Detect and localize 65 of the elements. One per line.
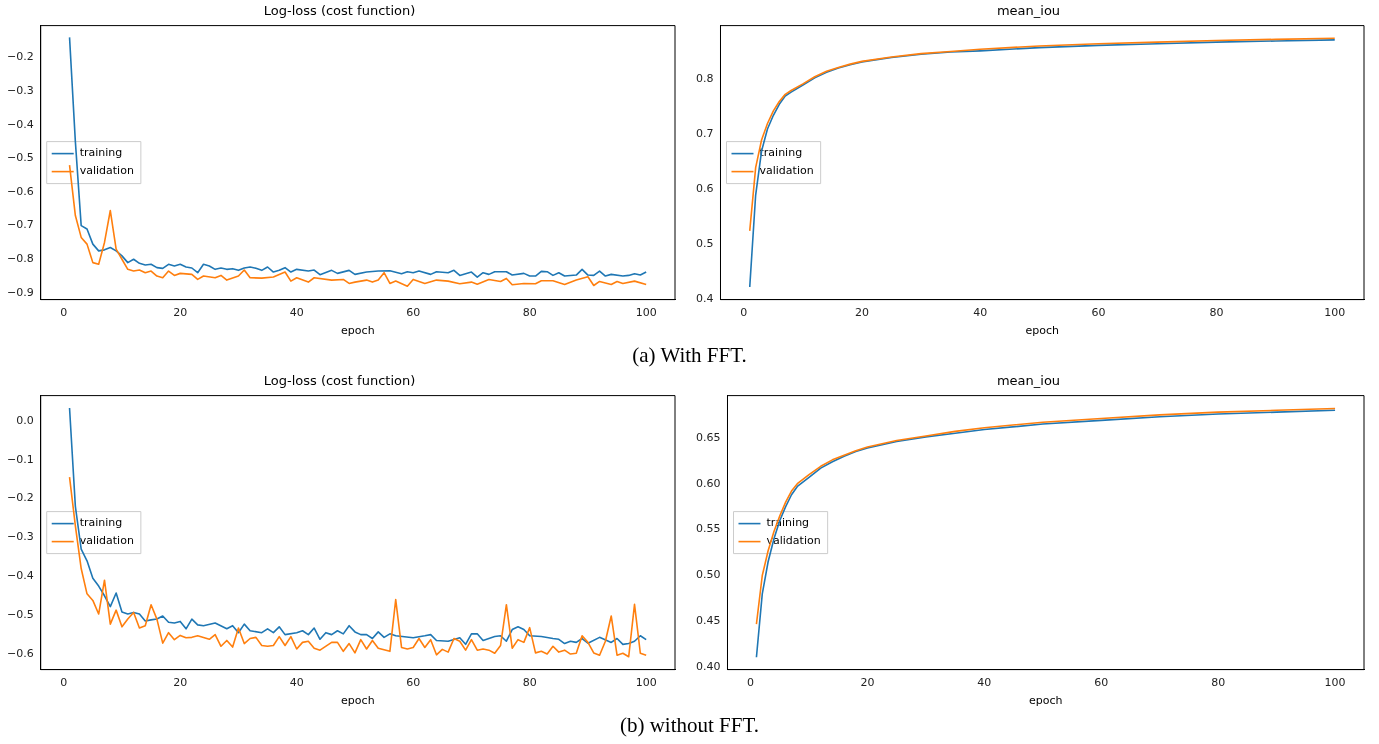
chart-title: mean_iou — [996, 373, 1061, 389]
legend-label: validation — [79, 534, 134, 548]
x-tick-label: 60 — [1094, 676, 1109, 690]
y-tick-label: −0.9 — [6, 285, 34, 299]
y-tick-label: −0.2 — [6, 491, 34, 505]
y-tick-label: −0.7 — [6, 218, 34, 232]
y-tick-label: 0.60 — [695, 476, 721, 490]
y-tick-label: 0.0 — [16, 413, 34, 427]
y-tick-label: 0.8 — [695, 72, 714, 86]
y-tick-label: −0.5 — [6, 608, 34, 622]
text: (a) With FFT. — [631, 342, 748, 369]
y-tick-label: 0.40 — [695, 660, 721, 674]
x-tick-label: 80 — [522, 306, 537, 320]
x-tick-label: 80 — [1209, 306, 1224, 320]
chart-title: mean_iou — [996, 3, 1061, 19]
legend-label: validation — [759, 164, 814, 178]
y-tick-label: −0.8 — [6, 252, 34, 266]
x-tick-label: 40 — [977, 676, 992, 690]
y-tick-label: 0.7 — [695, 127, 714, 141]
y-tick-label: −0.6 — [6, 646, 34, 660]
y-tick-label: −0.6 — [6, 184, 34, 198]
x-axis-title: epoch — [341, 694, 375, 708]
x-tick-label: 100 — [635, 306, 657, 320]
x-tick-label: 80 — [522, 676, 537, 690]
x-tick-label: 100 — [1324, 306, 1346, 320]
y-tick-label: 0.50 — [695, 568, 721, 582]
x-tick-label: 0 — [740, 306, 748, 320]
x-tick-label: 0 — [60, 306, 68, 320]
x-tick-label: 40 — [973, 306, 988, 320]
chart-title: Log-loss (cost function) — [263, 3, 416, 19]
y-tick-label: 0.45 — [695, 614, 721, 628]
x-tick-label: 60 — [1091, 306, 1106, 320]
x-tick-label: 80 — [1211, 676, 1226, 690]
y-tick-label: 0.6 — [695, 182, 714, 196]
y-tick-label: −0.3 — [6, 530, 34, 544]
text: (b) without FFT. — [618, 712, 760, 739]
x-tick-label: 100 — [635, 676, 657, 690]
x-axis-title: epoch — [341, 324, 375, 338]
x-axis-title: epoch — [1025, 324, 1060, 338]
x-tick-label: 40 — [289, 306, 304, 320]
x-tick-label: 100 — [1324, 676, 1346, 690]
y-tick-label: −0.4 — [6, 117, 34, 131]
chart-title: Log-loss (cost function) — [263, 373, 416, 389]
x-tick-label: 60 — [406, 306, 421, 320]
x-tick-label: 20 — [173, 676, 188, 690]
x-tick-label: 0 — [60, 676, 68, 690]
y-tick-label: 0.55 — [695, 522, 721, 536]
x-tick-label: 0 — [747, 676, 755, 690]
x-tick-label: 20 — [855, 306, 870, 320]
y-tick-label: −0.3 — [6, 84, 34, 98]
x-tick-label: 20 — [173, 306, 188, 320]
y-tick-label: 0.5 — [695, 237, 714, 251]
x-tick-label: 40 — [289, 676, 304, 690]
y-tick-label: 0.4 — [695, 292, 714, 306]
legend-label: validation — [79, 164, 134, 178]
x-tick-label: 20 — [860, 676, 875, 690]
y-tick-label: −0.5 — [6, 151, 34, 165]
x-tick-label: 60 — [406, 676, 421, 690]
y-tick-label: −0.1 — [6, 452, 34, 466]
y-tick-label: −0.4 — [6, 569, 34, 583]
y-tick-label: 0.65 — [695, 430, 721, 444]
legend-label: training — [79, 146, 123, 160]
legend-label: training — [79, 516, 123, 530]
y-tick-label: −0.2 — [6, 50, 34, 64]
x-axis-title: epoch — [1029, 694, 1063, 708]
